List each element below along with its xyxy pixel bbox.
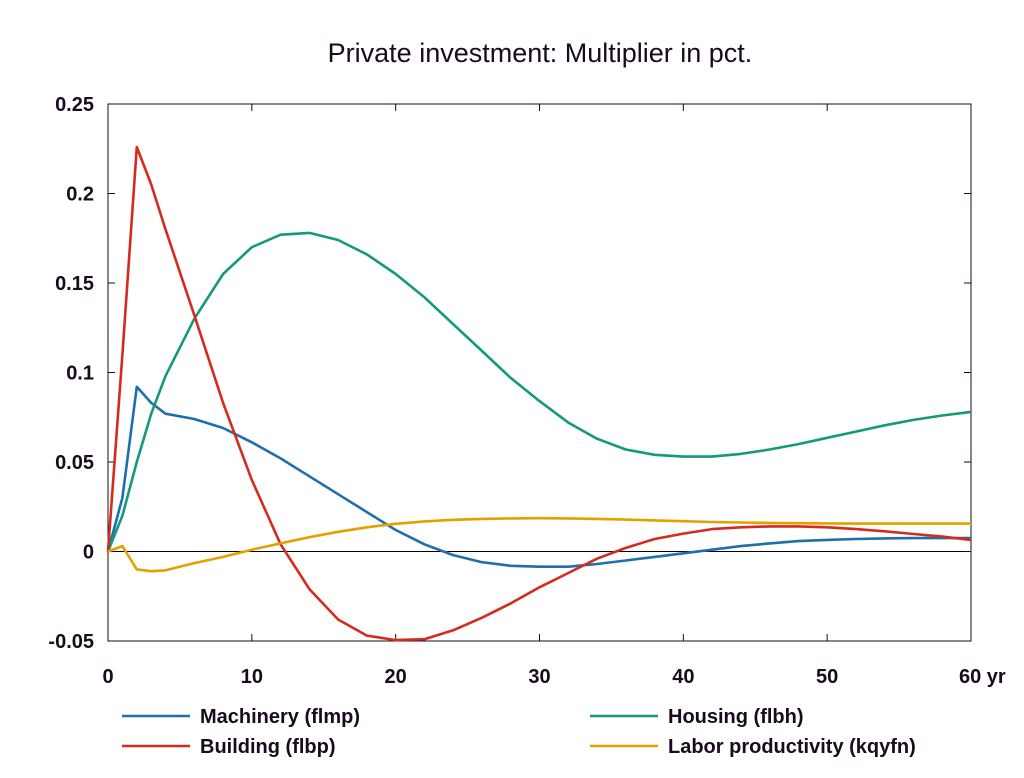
series-line-machinery-flmp — [106, 385, 971, 569]
y-tick-label: 0.1 — [66, 363, 94, 385]
legend-item: Housing (flbh) — [590, 706, 804, 728]
legend-item: Labor productivity (kqyfn) — [590, 736, 916, 758]
x-tick-label: 30 — [528, 666, 550, 688]
y-tick-label: 0.05 — [55, 452, 94, 474]
y-tick-label: 0.15 — [55, 273, 94, 295]
legend: Machinery (flmp) Housing (flbh) Building (… — [122, 706, 916, 758]
legend-item: Machinery (flmp) — [122, 706, 360, 728]
x-tick-label: 0 — [102, 666, 113, 688]
legend-label: Building (flbp) — [200, 736, 336, 758]
series-line-housing-flbh — [106, 231, 972, 552]
legend-label: Housing (flbh) — [668, 706, 804, 728]
legend-item: Building (flbp) — [122, 736, 336, 758]
y-tick-label: 0.2 — [66, 184, 94, 206]
x-tick-label: 40 — [672, 666, 694, 688]
series-line-building-flbp — [106, 145, 972, 642]
y-tick-label: -0.05 — [48, 631, 94, 653]
plot-frame — [107, 103, 972, 642]
chart-title: Private investment: Multiplier in pct. — [328, 38, 753, 68]
x-tick-label: 10 — [241, 666, 263, 688]
x-tick-label: 20 — [385, 666, 407, 688]
y-tick-label: 0 — [83, 542, 94, 564]
x-tick-label: 60 yr — [959, 666, 1006, 688]
y-tick-label: 0.25 — [55, 94, 94, 116]
legend-label: Labor productivity (kqyfn) — [668, 736, 916, 758]
x-tick-label: 50 — [816, 666, 838, 688]
plot-area: -0.05 0 0.05 0.1 0.15 0.2 0.25 0 10 20 30 40 50 60 yr — [48, 94, 1006, 688]
legend-label: Machinery (flmp) — [200, 706, 360, 728]
series-line-labor-productivity-kqyfn — [107, 516, 971, 573]
